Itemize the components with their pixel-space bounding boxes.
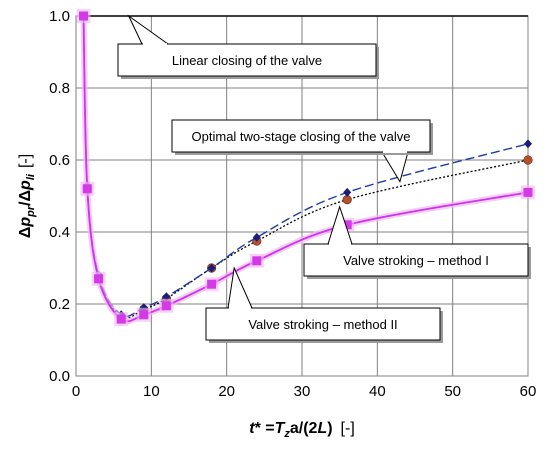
x-tick-label: 30 <box>294 383 311 400</box>
callout-box <box>171 119 431 153</box>
square-marker <box>139 310 149 320</box>
x-axis-title-sub: z <box>283 428 290 440</box>
square-marker <box>342 220 352 230</box>
diamond-marker <box>524 139 532 149</box>
series-line <box>82 15 529 319</box>
callout-pointer <box>327 205 353 245</box>
y-axis-title-p1: p <box>17 217 34 228</box>
y-tick-label: 0.6 <box>49 152 70 169</box>
series-line <box>82 15 529 318</box>
x-tick-label: 10 <box>143 383 160 400</box>
square-marker <box>523 187 533 197</box>
y-axis-title-sub2: li <box>25 173 37 180</box>
y-axis-title-delta2: /Δ <box>17 190 34 206</box>
diamond-marker <box>343 187 352 197</box>
x-tick-label: 50 <box>444 383 461 400</box>
x-axis-title-close: ) <box>327 420 332 437</box>
callout-text: Valve stroking – method II <box>248 317 397 332</box>
callout-3: Valve stroking – method II <box>205 266 443 343</box>
square-marker <box>79 11 89 21</box>
callout-2: Valve stroking – method I <box>303 205 531 279</box>
square-marker <box>94 274 104 284</box>
callout-text: Linear closing of the valve <box>172 53 322 68</box>
diamond-marker <box>252 232 261 242</box>
callout-pointer <box>127 14 169 45</box>
x-axis-title-unit: [-] <box>341 420 355 437</box>
square-marker <box>116 314 126 324</box>
callout-text: Optimal two-stage closing of the valve <box>192 129 411 144</box>
x-axis-title-t: t <box>249 420 255 437</box>
callout-box <box>205 307 441 341</box>
y-tick-label: 0.2 <box>49 296 70 313</box>
square-marker <box>252 256 262 266</box>
x-tick-label: 40 <box>369 383 386 400</box>
x-tick-label: 0 <box>72 383 80 400</box>
tick-labels: 0 10 20 30 40 50 60 0.0 0.2 0.4 0.6 0.8 1.0 <box>49 8 536 400</box>
callout-0: Linear closing of the valve <box>117 14 379 79</box>
y-axis-title-sub1: pr <box>25 205 37 218</box>
y-tick-label: 0.0 <box>49 368 70 385</box>
x-axis-title-T: T <box>275 420 286 437</box>
square-marker <box>161 301 171 311</box>
callout-box <box>303 243 529 277</box>
square-marker <box>82 184 92 194</box>
y-tick-label: 1.0 <box>49 8 70 25</box>
callout-text: Valve stroking – method I <box>343 253 489 268</box>
y-tick-label: 0.8 <box>49 80 70 97</box>
diamond-marker <box>207 263 216 273</box>
callout-pointer <box>381 151 409 183</box>
x-axis-title-L: L <box>317 420 327 437</box>
callout-box <box>117 43 377 77</box>
callout-1: Optimal two-stage closing of the valve <box>171 119 433 183</box>
square-marker <box>207 279 217 289</box>
y-axis-title: Δppr/Δpli[-] <box>17 154 37 238</box>
x-axis-title-a: a/(2 <box>290 420 318 437</box>
x-axis-title-eq: * = <box>255 420 275 437</box>
callout-pointer <box>227 266 253 309</box>
x-tick-label: 60 <box>520 383 537 400</box>
y-axis-title-p2: p <box>17 180 34 191</box>
series-layer <box>76 9 535 327</box>
circle-marker <box>523 155 533 165</box>
y-tick-label: 0.4 <box>49 224 70 241</box>
x-tick-label: 20 <box>218 383 235 400</box>
y-axis-title-unit: [-] <box>17 154 34 168</box>
y-axis-title-delta1: Δ <box>17 227 34 239</box>
callouts: Linear closing of the valve Optimal two-s… <box>117 14 531 343</box>
x-axis-title: t* =Tza/(2L) [-] <box>249 420 355 440</box>
